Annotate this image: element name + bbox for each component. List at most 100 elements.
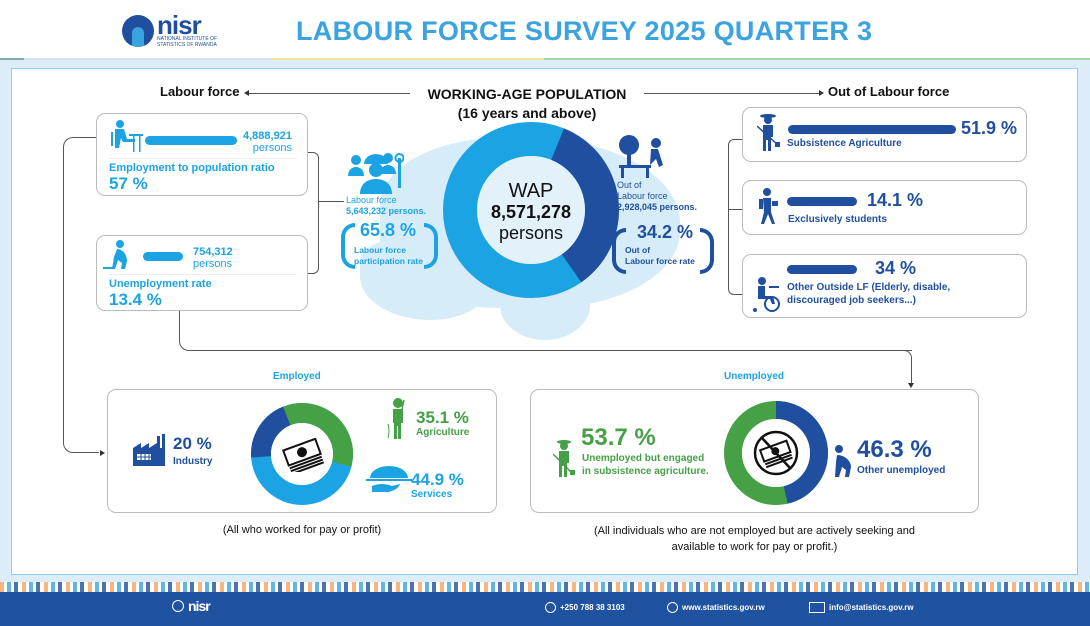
wap-center-text: WAP 8,571,278 persons [473, 180, 589, 244]
connector-line [728, 139, 742, 295]
out-lf-card-other: 34 % Other Outside LF (Elderly, disable,… [742, 254, 1027, 318]
student-icon [759, 188, 778, 224]
bracket-right-icon [700, 228, 714, 274]
bracket-left-icon [612, 228, 626, 274]
employment-value: 4,888,921 persons [243, 130, 292, 154]
agriculture-farmer-icon [387, 398, 405, 439]
logo-emblem-icon [172, 600, 184, 612]
arrow-right-icon [100, 450, 105, 456]
employed-donut-chart [251, 403, 353, 505]
students-pct: 14.1 % [867, 190, 924, 210]
title-divider [24, 58, 272, 60]
connector-line [644, 93, 820, 94]
employment-ratio: 57 % [109, 174, 148, 193]
unemployed-subsistence-pct: 53.7 % [581, 424, 656, 451]
footer-email[interactable]: info@statistics.gov.rw [809, 602, 914, 613]
connector-line [319, 201, 344, 202]
unemployment-rate-label: Unemployment rate [109, 278, 212, 290]
mail-icon [809, 602, 825, 613]
unemployment-bar [143, 252, 183, 261]
wheelchair-icon [753, 277, 780, 312]
subsistence-bar [788, 125, 956, 134]
worker-at-desk-icon [111, 120, 143, 152]
unemployed-note: (All individuals who are not employed bu… [593, 525, 915, 553]
arrow-left-icon [244, 90, 249, 96]
email-link[interactable]: info@statistics.gov.rw [829, 603, 914, 612]
other-outside-label: Other Outside LF (Elderly, disable, disc… [787, 282, 951, 306]
title-divider [544, 58, 1090, 60]
farmer-icon [757, 114, 780, 151]
distressed-person-icon [103, 240, 127, 269]
subsistence-pct: 51.9 % [961, 118, 1018, 138]
service-hand-icon [366, 466, 412, 492]
out-of-labour-force-rate-label: Out of Labour force rate [625, 245, 695, 266]
employment-ratio-label: Employment to population ratio [109, 162, 275, 174]
out-lf-card-students: 14.1 % Exclusively students [742, 180, 1027, 235]
students-bar [787, 197, 857, 206]
nisr-logo: nisr NATIONAL INSTITUTE OF STATISTICS OF… [122, 10, 218, 48]
labour-force-heading: Labour force [160, 84, 240, 99]
footer: nisr +250 788 38 3103 www.statistics.gov… [0, 592, 1090, 626]
industry-pct: 20 % [173, 434, 212, 453]
other-unemployed-label: Other unemployed [857, 465, 946, 476]
divider [109, 274, 297, 275]
divider [109, 158, 297, 159]
subsistence-label: Subsistence Agriculture [787, 138, 902, 149]
other-outside-pct: 34 % [875, 258, 917, 278]
other-unemployed-segment [724, 401, 828, 505]
employment-bar [145, 136, 237, 145]
agriculture-label: Agriculture [416, 427, 470, 438]
title-divider [272, 58, 544, 60]
students-label: Exclusively students [788, 214, 887, 225]
unemployment-value: 754,312 persons [193, 246, 233, 270]
out-lf-card-subsistence: 51.9 % Subsistence Agriculture [742, 107, 1027, 162]
labour-force-rate: 65.8 % [360, 220, 417, 240]
decorative-pattern [0, 582, 1090, 592]
no-money-icon [753, 430, 799, 476]
connector-line [900, 350, 912, 386]
wap-value: 8,571,278 [490, 202, 572, 222]
footer-website[interactable]: www.statistics.gov.rw [667, 602, 765, 613]
connector-line [246, 93, 410, 94]
arrow-right-icon [819, 90, 824, 96]
logo-subtitle-1: NATIONAL INSTITUTE OF [157, 36, 218, 42]
header: nisr NATIONAL INSTITUTE OF STATISTICS OF… [0, 0, 1090, 60]
phone-number: +250 788 38 3103 [560, 603, 625, 612]
logo-emblem-icon [122, 15, 154, 47]
website-link[interactable]: www.statistics.gov.rw [682, 603, 765, 612]
labour-force-rate-label: Labour force participation rate [354, 245, 423, 266]
unemployment-card: 754,312 persons Unemployment rate 13.4 % [96, 235, 308, 311]
subsistence-farmer-icon [553, 440, 575, 477]
connector-line [728, 209, 742, 210]
labour-force-summary: Labour force 5,643,232 persons. [346, 195, 427, 216]
unemployed-card: 53.7 % Unemployed but engaged in subsist… [530, 389, 979, 513]
page-title: LABOUR FORCE SURVEY 2025 QUARTER 3 [296, 16, 873, 46]
wap-subtitle: (16 years and above) [457, 105, 597, 121]
bracket-right-icon [424, 223, 438, 269]
bracket-left-icon [341, 223, 355, 269]
connector-line [63, 137, 99, 453]
other-unemployed-person-icon [835, 445, 851, 477]
agriculture-pct: 35.1 % [416, 408, 469, 427]
other-unemployed-pct: 46.3 % [857, 436, 932, 463]
connector-line [179, 311, 912, 351]
services-label: Services [411, 489, 453, 500]
wap-heading: WORKING-AGE POPULATION (16 years and abo… [412, 85, 642, 123]
employed-title: Employed [273, 371, 321, 382]
wap-donut-chart [443, 122, 619, 298]
connector-line [307, 152, 319, 274]
unemployed-title: Unemployed [724, 371, 785, 382]
globe-icon [667, 602, 678, 613]
title-divider [0, 58, 24, 60]
industry-label: Industry [173, 456, 213, 467]
logo-word: nisr [157, 10, 202, 40]
out-of-labour-force-rate: 34.2 % [637, 222, 694, 242]
unemployment-rate: 13.4 % [109, 290, 162, 309]
wap-label: WAP [508, 180, 554, 202]
employed-note: (All who worked for pay or profit) [222, 524, 382, 536]
arrow-down-icon [908, 383, 914, 388]
wap-title: WORKING-AGE POPULATION [427, 86, 627, 102]
money-stack-icon [281, 438, 325, 472]
services-pct: 44.9 % [411, 470, 464, 489]
phone-icon [545, 602, 556, 613]
